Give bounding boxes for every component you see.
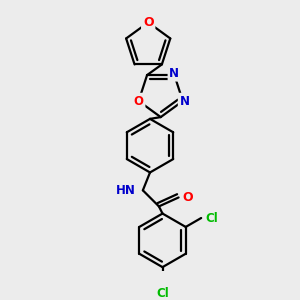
Text: O: O xyxy=(182,191,193,204)
Text: N: N xyxy=(180,94,190,107)
Text: Cl: Cl xyxy=(206,212,218,224)
Text: HN: HN xyxy=(116,184,136,197)
Text: N: N xyxy=(169,67,179,80)
Text: O: O xyxy=(143,16,154,29)
Text: O: O xyxy=(134,94,144,107)
Text: Cl: Cl xyxy=(156,287,169,300)
